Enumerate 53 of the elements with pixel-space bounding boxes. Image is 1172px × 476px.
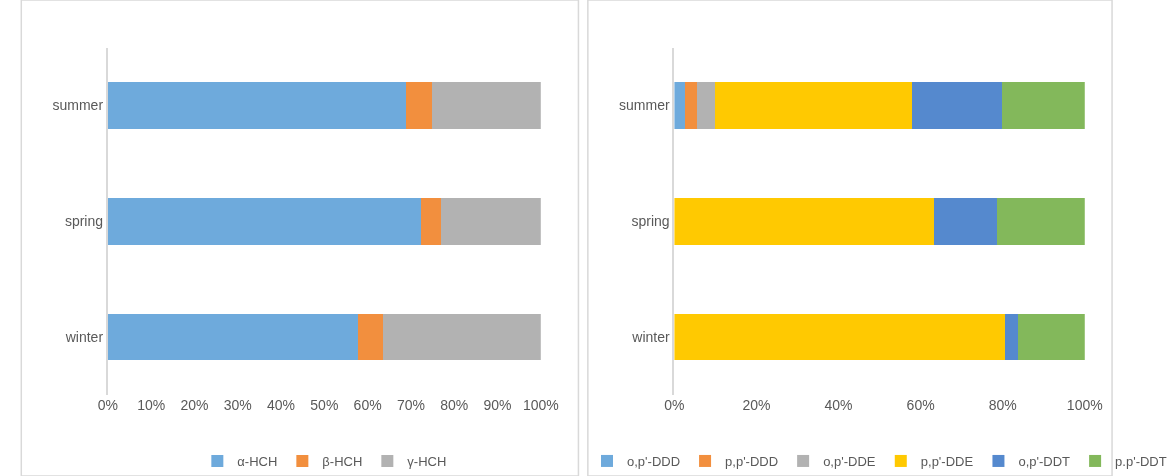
x-tick-label: 90% bbox=[483, 397, 512, 414]
bar bbox=[107, 314, 358, 361]
x-tick-label: 70% bbox=[396, 397, 425, 414]
legend-label: α-HCH bbox=[237, 454, 278, 470]
x-tick-label: 30% bbox=[223, 397, 252, 414]
x-tick-label: 0% bbox=[97, 397, 118, 414]
y-tick-label: winter bbox=[631, 329, 670, 346]
x-tick-label: 10% bbox=[137, 397, 166, 414]
y-tick-label: winter bbox=[64, 329, 104, 346]
bar bbox=[674, 82, 686, 129]
bar bbox=[107, 82, 407, 129]
y-tick-label: summer bbox=[619, 97, 670, 114]
x-tick-label: 80% bbox=[988, 397, 1017, 414]
legend-label: o,p'-DDD bbox=[627, 454, 681, 470]
x-tick-label: 40% bbox=[824, 397, 853, 414]
legend-label: p,p'-DDE bbox=[920, 454, 974, 470]
bar bbox=[685, 82, 698, 129]
x-tick-label: 100% bbox=[1066, 397, 1103, 414]
bar bbox=[431, 82, 541, 129]
x-tick-label: 60% bbox=[906, 397, 935, 414]
legend-label: p.p'-DDT bbox=[1115, 454, 1167, 470]
y-tick-label: summer bbox=[52, 97, 104, 114]
x-tick-label: 80% bbox=[440, 397, 469, 414]
bar bbox=[421, 198, 442, 245]
x-tick-label: 60% bbox=[353, 397, 382, 414]
x-tick-label: 20% bbox=[742, 397, 771, 414]
bar bbox=[911, 82, 1002, 129]
bar bbox=[674, 314, 1005, 361]
legend-label: o,p'-DDT bbox=[1018, 454, 1071, 470]
bar bbox=[697, 82, 716, 129]
bar bbox=[1001, 82, 1085, 129]
x-tick-label: 20% bbox=[180, 397, 209, 414]
bar bbox=[382, 314, 541, 361]
x-tick-label: 40% bbox=[267, 397, 296, 414]
bar bbox=[1017, 314, 1085, 361]
bar bbox=[934, 198, 997, 245]
bar bbox=[674, 198, 935, 245]
bar bbox=[1004, 314, 1018, 361]
bar bbox=[357, 314, 383, 361]
y-tick-label: spring bbox=[64, 213, 104, 230]
legend-label: γ-HCH bbox=[407, 454, 447, 470]
legend-label: β-HCH bbox=[322, 454, 363, 470]
bar bbox=[406, 82, 432, 129]
y-tick-label: spring bbox=[631, 213, 670, 230]
legend-label: p,p'-DDD bbox=[725, 454, 779, 470]
legend-label: o,p'-DDE bbox=[823, 454, 876, 470]
x-tick-label: 100% bbox=[522, 397, 559, 414]
bar bbox=[715, 82, 912, 129]
bar bbox=[441, 198, 541, 245]
bar bbox=[107, 198, 422, 245]
bar bbox=[996, 198, 1085, 245]
x-tick-label: 50% bbox=[310, 397, 339, 414]
x-tick-label: 0% bbox=[664, 397, 685, 414]
